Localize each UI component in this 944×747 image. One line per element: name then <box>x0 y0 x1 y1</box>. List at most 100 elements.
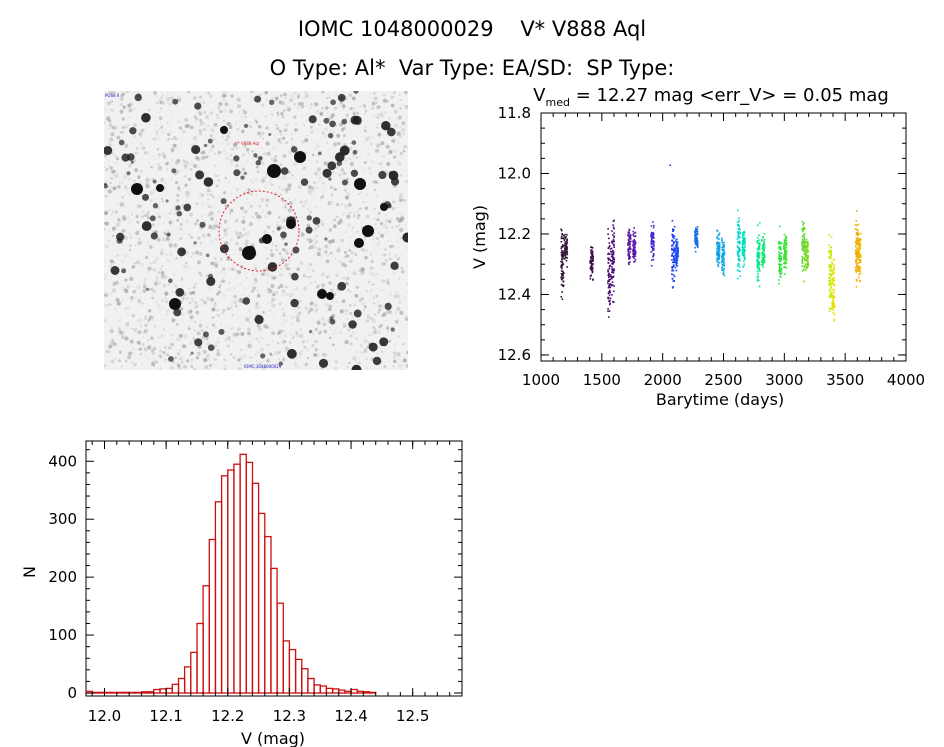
lc-point <box>758 268 761 271</box>
lc-point <box>739 259 741 262</box>
page-subtitle: O Type: Al* Var Type: EA/SD: SP Type: <box>269 56 675 80</box>
sky-star <box>333 187 337 191</box>
lc-point <box>694 246 696 249</box>
sky-star <box>185 310 189 314</box>
sky-star <box>342 171 347 176</box>
lc-point <box>742 266 744 268</box>
sky-star <box>398 300 402 304</box>
sky-star <box>318 205 320 208</box>
sky-star <box>141 265 144 267</box>
lc-point <box>564 254 566 257</box>
sky-star <box>155 124 159 127</box>
lc-point <box>672 264 675 266</box>
lc-point <box>628 229 631 232</box>
sky-star <box>289 166 291 169</box>
lc-point <box>832 280 834 283</box>
histogram-bar <box>140 691 149 694</box>
sky-star <box>195 310 200 315</box>
lc-point <box>627 231 629 233</box>
histogram-bar <box>294 658 303 694</box>
lc-point <box>673 275 676 278</box>
sky-star <box>366 345 370 350</box>
sky-star <box>376 273 379 276</box>
sky-star <box>369 293 372 296</box>
lc-point <box>611 281 614 283</box>
lc-point <box>632 235 635 237</box>
sky-star <box>283 92 287 97</box>
sky-star <box>189 309 193 313</box>
lc-point <box>590 252 592 255</box>
lc-point <box>613 244 615 247</box>
lc-point <box>744 244 746 247</box>
sky-star <box>180 359 184 363</box>
sky-star <box>262 301 264 303</box>
lc-point <box>737 252 739 254</box>
sky-star <box>139 135 143 138</box>
lc-point <box>611 284 613 287</box>
lc-point <box>831 305 834 308</box>
sky-star <box>269 182 272 184</box>
sky-star <box>105 221 109 226</box>
sky-star <box>245 148 250 152</box>
lc-point <box>828 310 831 313</box>
lc-point <box>784 266 786 268</box>
lc-point <box>563 257 566 260</box>
sky-star <box>314 240 318 244</box>
sky-star <box>188 233 191 236</box>
lc-point <box>633 243 636 246</box>
sky-star <box>382 312 387 317</box>
lc-point <box>784 240 786 243</box>
sky-star <box>306 369 309 370</box>
sky-star <box>275 203 278 206</box>
sky-star <box>141 302 144 305</box>
lc-point <box>629 234 632 236</box>
lc-season <box>741 230 746 268</box>
lc-point <box>856 279 858 282</box>
lc-point <box>831 302 833 304</box>
sky-star <box>121 180 125 184</box>
sky-star <box>264 94 266 96</box>
sky-star <box>238 197 241 199</box>
sky-star <box>121 126 125 129</box>
lc-point <box>804 228 806 230</box>
sky-star <box>383 103 385 105</box>
lc-point <box>717 233 720 236</box>
sky-star <box>186 359 190 363</box>
lc-point <box>628 256 630 259</box>
sky-star <box>260 360 264 365</box>
sky-star <box>297 366 300 369</box>
lc-point <box>634 246 636 249</box>
lc-point <box>696 226 699 228</box>
lc-point <box>805 247 807 249</box>
lc-point <box>627 250 630 253</box>
lc-point <box>779 271 781 273</box>
sky-star <box>136 220 140 224</box>
lc-point <box>607 297 610 300</box>
sky-star <box>346 223 350 227</box>
sky-star <box>193 307 196 309</box>
lc-point <box>609 303 611 306</box>
sky-star <box>179 236 183 240</box>
sky-star <box>274 351 279 356</box>
lc-point <box>612 258 614 261</box>
sky-star <box>249 204 253 208</box>
lc-point <box>738 251 741 253</box>
sky-star <box>201 155 206 160</box>
lc-point <box>721 268 724 271</box>
lc-point <box>717 265 720 268</box>
lc-point <box>805 248 808 251</box>
lc-point <box>806 258 809 260</box>
sky-star <box>120 103 123 106</box>
lc-point <box>736 221 739 223</box>
sky-star <box>207 91 211 95</box>
sky-star <box>128 177 132 181</box>
sky-star <box>401 270 405 274</box>
sky-star <box>119 253 121 256</box>
lc-point <box>669 164 671 166</box>
lc-point <box>611 266 613 268</box>
lc-point <box>650 239 653 241</box>
lc-point <box>718 252 721 255</box>
sky-star <box>301 163 303 166</box>
sky-star <box>259 135 262 138</box>
histogram-bar <box>177 677 186 694</box>
